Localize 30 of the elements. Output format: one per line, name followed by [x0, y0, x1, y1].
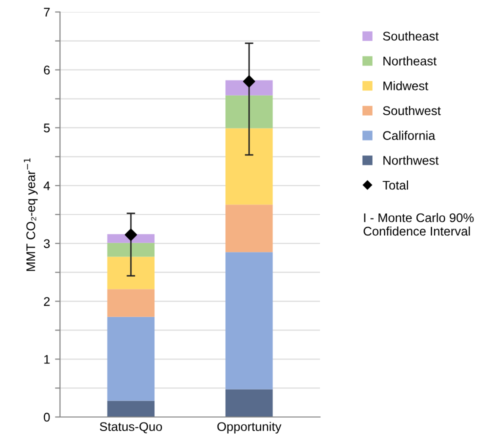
bar: [107, 256, 155, 290]
text: I - Monte Carlo 90% Confidence Interval: [364, 213, 474, 236]
bar: [107, 289, 155, 317]
y-tick-label: 5: [44, 124, 50, 132]
legend-label: Total: [382, 180, 408, 190]
bar: [225, 95, 273, 128]
y-tick-label: 2: [44, 297, 50, 306]
bar: [225, 128, 273, 205]
x-tick-label: Status-Quo: [100, 422, 162, 434]
legend-label: Northeast: [383, 56, 437, 66]
legend-label: Southwest: [383, 106, 441, 116]
bar: [225, 389, 273, 417]
y-tick-label: 6: [44, 66, 50, 75]
bar: [107, 316, 155, 401]
legend-label: Midwest: [383, 81, 428, 90]
bar: [107, 400, 155, 417]
legend-label: California: [383, 130, 436, 140]
legend-label: Northwest: [383, 156, 439, 165]
bar: [225, 204, 273, 252]
bar: [107, 242, 155, 257]
y-tick-label: 0: [44, 412, 50, 422]
y-tick-label: 7: [44, 8, 50, 17]
bar: [225, 80, 273, 96]
y-tick-label: 1: [44, 355, 50, 364]
x-tick-label: Opportunity: [217, 422, 282, 434]
bar: [225, 252, 273, 390]
y-tick-label: 3: [44, 239, 50, 248]
y-tick-label: 4: [44, 182, 50, 190]
y-axis-title: MMT CO₂-eq year$^{−1}$: [24, 158, 38, 271]
legend-label: Southeast: [383, 31, 439, 41]
